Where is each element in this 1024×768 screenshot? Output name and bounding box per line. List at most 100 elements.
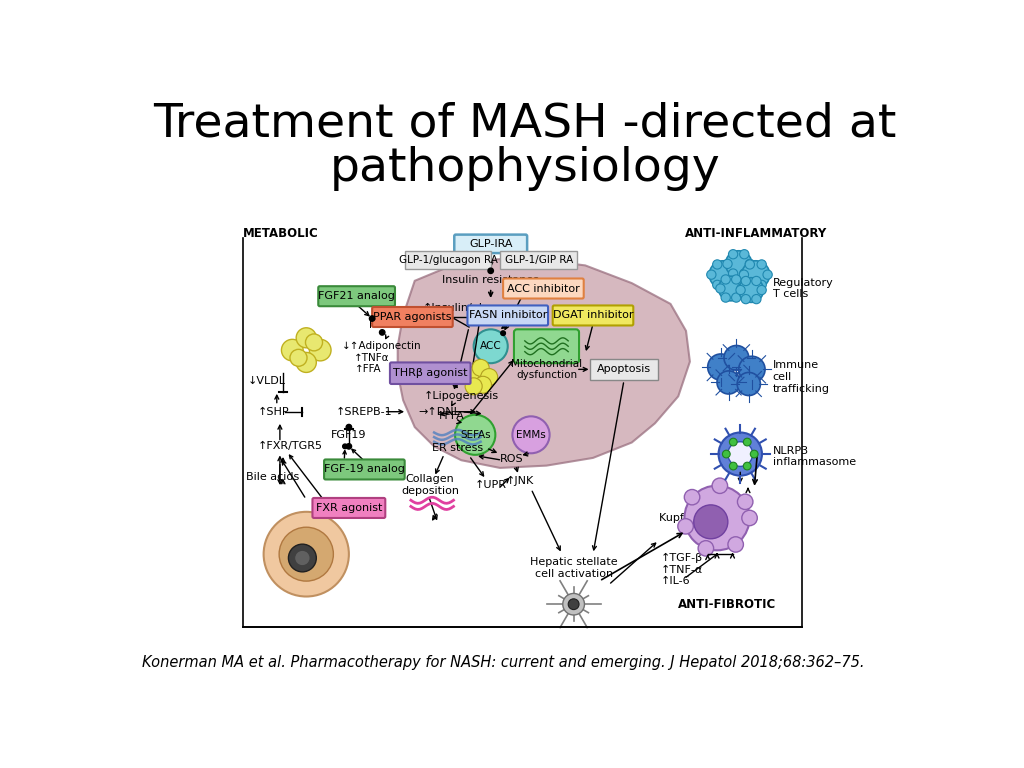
Text: ANTI-FIBROTIC: ANTI-FIBROTIC xyxy=(678,598,776,611)
Circle shape xyxy=(728,250,737,259)
Text: Bile acids: Bile acids xyxy=(247,472,300,482)
Text: ↑Insulin/glucose: ↑Insulin/glucose xyxy=(423,303,515,313)
Circle shape xyxy=(563,594,585,615)
Circle shape xyxy=(707,270,716,280)
Circle shape xyxy=(741,261,770,289)
Circle shape xyxy=(724,260,734,269)
Circle shape xyxy=(295,551,310,566)
Circle shape xyxy=(728,269,737,278)
Text: ↓VLDL: ↓VLDL xyxy=(248,376,286,386)
Text: ↓↑Adiponectin: ↓↑Adiponectin xyxy=(342,341,422,351)
Circle shape xyxy=(719,432,762,475)
FancyBboxPatch shape xyxy=(404,251,492,270)
Text: NLRP3
inflammasome: NLRP3 inflammasome xyxy=(773,445,856,467)
Circle shape xyxy=(346,425,351,430)
Circle shape xyxy=(719,276,743,301)
Text: ↑FXR/TGR5: ↑FXR/TGR5 xyxy=(258,442,324,452)
Circle shape xyxy=(741,510,758,525)
Circle shape xyxy=(741,294,751,303)
Circle shape xyxy=(731,293,741,302)
Circle shape xyxy=(739,270,749,280)
FancyBboxPatch shape xyxy=(553,306,633,326)
Circle shape xyxy=(380,329,385,335)
Circle shape xyxy=(757,260,766,269)
Circle shape xyxy=(305,334,323,351)
Text: pathophysiology: pathophysiology xyxy=(330,146,720,191)
Circle shape xyxy=(343,444,347,449)
Text: Konerman MA et al. Pharmacotherapy for NASH: current and emerging. J Hepatol 201: Konerman MA et al. Pharmacotherapy for N… xyxy=(142,654,864,670)
Circle shape xyxy=(726,251,752,277)
Circle shape xyxy=(713,260,722,269)
Circle shape xyxy=(737,372,761,396)
Circle shape xyxy=(729,439,737,446)
Text: FGF-21: FGF-21 xyxy=(370,319,407,329)
Circle shape xyxy=(462,367,479,384)
Circle shape xyxy=(693,505,728,539)
Circle shape xyxy=(716,284,725,293)
Text: FGF21 analog: FGF21 analog xyxy=(318,291,395,301)
Text: Kupffer cell: Kupffer cell xyxy=(658,513,722,523)
Circle shape xyxy=(455,415,496,455)
FancyBboxPatch shape xyxy=(318,286,395,306)
Circle shape xyxy=(309,339,331,361)
Text: FXR agonist: FXR agonist xyxy=(315,503,382,513)
Circle shape xyxy=(721,293,730,302)
FancyBboxPatch shape xyxy=(312,498,385,518)
FancyBboxPatch shape xyxy=(372,307,453,327)
FancyBboxPatch shape xyxy=(503,279,584,299)
Circle shape xyxy=(729,462,737,470)
Circle shape xyxy=(757,280,766,290)
Circle shape xyxy=(731,275,741,284)
Text: Mitochondrial
dysfunction: Mitochondrial dysfunction xyxy=(511,359,582,380)
Circle shape xyxy=(738,278,764,303)
Circle shape xyxy=(736,286,745,295)
Circle shape xyxy=(763,270,772,280)
Text: Treatment of MASH -directed at: Treatment of MASH -directed at xyxy=(154,101,896,147)
Circle shape xyxy=(710,261,737,289)
Circle shape xyxy=(280,527,334,581)
FancyBboxPatch shape xyxy=(324,459,404,479)
Circle shape xyxy=(289,545,316,572)
Circle shape xyxy=(678,518,693,534)
Circle shape xyxy=(737,284,746,293)
Circle shape xyxy=(717,371,740,394)
Text: FASN inhibitor: FASN inhibitor xyxy=(469,310,547,320)
Text: THRβ agonist: THRβ agonist xyxy=(393,368,468,378)
Circle shape xyxy=(712,478,728,494)
Text: ↑FFA: ↑FFA xyxy=(435,411,464,421)
Circle shape xyxy=(698,541,714,556)
Circle shape xyxy=(684,485,750,551)
Text: METABOLIC: METABOLIC xyxy=(243,227,318,240)
Circle shape xyxy=(751,450,758,458)
Circle shape xyxy=(568,599,579,610)
FancyBboxPatch shape xyxy=(590,359,658,380)
Text: FGF-19 analog: FGF-19 analog xyxy=(324,465,404,475)
Circle shape xyxy=(745,260,755,269)
Text: ER stress: ER stress xyxy=(432,443,483,453)
Text: ↑JNK: ↑JNK xyxy=(506,476,535,486)
Text: ANTI-INFLAMMATORY: ANTI-INFLAMMATORY xyxy=(684,227,826,240)
Text: →↑DNL: →↑DNL xyxy=(419,407,461,417)
Circle shape xyxy=(728,442,753,466)
Circle shape xyxy=(752,276,761,286)
Text: Regulatory
T cells: Regulatory T cells xyxy=(773,278,834,300)
Circle shape xyxy=(752,294,761,303)
Circle shape xyxy=(474,329,508,363)
Circle shape xyxy=(282,339,303,361)
Circle shape xyxy=(739,250,749,259)
Circle shape xyxy=(708,354,734,380)
Circle shape xyxy=(724,346,749,370)
Text: ↑FFA: ↑FFA xyxy=(355,364,382,374)
Text: Apoptosis: Apoptosis xyxy=(597,364,651,374)
Text: LPS: LPS xyxy=(324,548,343,558)
Text: ACC: ACC xyxy=(480,341,502,351)
Text: GLP-1/glucagon RA: GLP-1/glucagon RA xyxy=(398,255,498,265)
Text: EMMs: EMMs xyxy=(516,430,546,440)
Text: DGAT inhibitor: DGAT inhibitor xyxy=(553,310,633,320)
Circle shape xyxy=(472,359,489,376)
Circle shape xyxy=(741,276,751,286)
Polygon shape xyxy=(397,258,690,468)
FancyBboxPatch shape xyxy=(455,234,527,253)
Circle shape xyxy=(480,369,498,386)
Circle shape xyxy=(738,356,765,382)
